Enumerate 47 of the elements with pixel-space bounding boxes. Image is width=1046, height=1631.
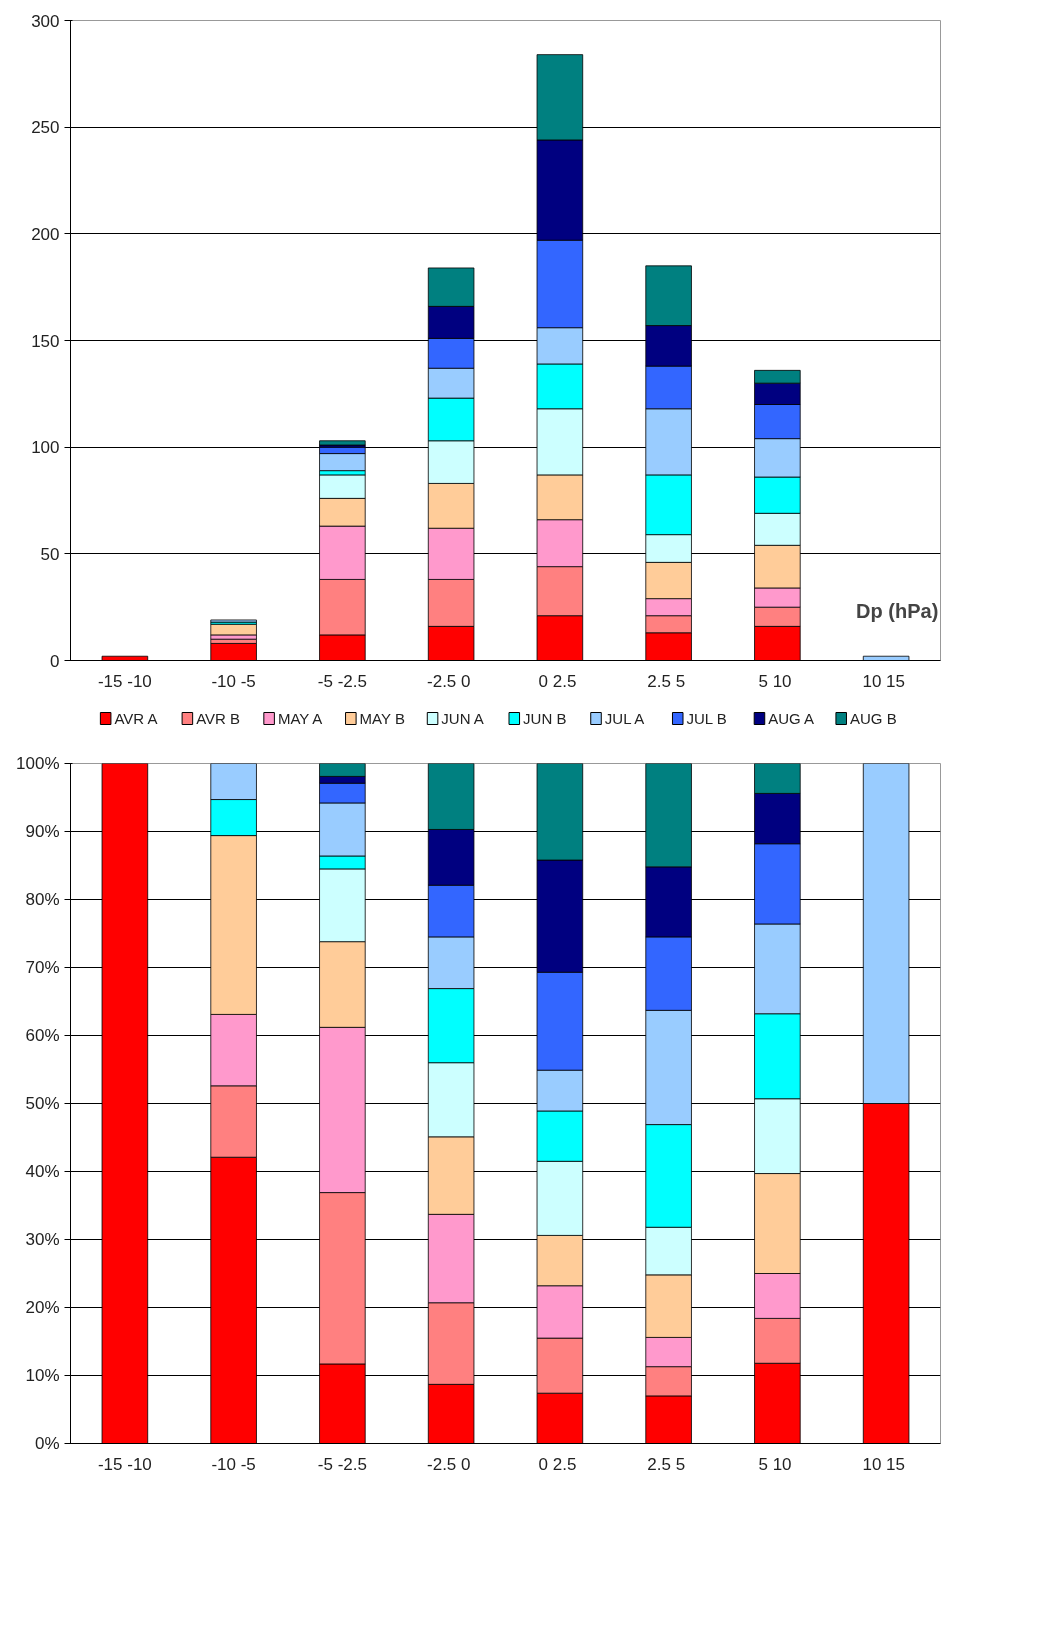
x-tick-label: -5 -2.5 <box>317 671 367 691</box>
x-tick-label: 0 2.5 <box>538 671 577 691</box>
x-tick-label: -15 -10 <box>97 671 152 691</box>
y-tick-label: 100 <box>31 438 60 458</box>
x-tick-label: 5 10 <box>758 1454 792 1474</box>
y-tick-label: 90% <box>25 822 60 841</box>
y-tick-label: 0 <box>50 651 60 671</box>
y-tick-label: 60% <box>25 1026 60 1045</box>
bar <box>319 440 366 446</box>
x-tick-label: 0 2.5 <box>538 1454 577 1474</box>
y-tick-label: 40% <box>25 1162 60 1181</box>
y-tick-label: 300 <box>31 11 60 31</box>
legend-label: MAY A <box>277 710 323 727</box>
legend-label: AVR A <box>114 710 158 727</box>
y-tick-label: 50 <box>40 544 60 564</box>
y-tick-label: 250 <box>31 118 60 138</box>
legend-label: JUN B <box>523 710 567 727</box>
x-tick-label: -10 -5 <box>211 1454 256 1474</box>
x-tick-label: -15 -10 <box>97 1454 152 1474</box>
legend-label: MAY B <box>359 710 405 727</box>
x-tick-label: -2.5 0 <box>427 671 471 691</box>
x-tick-label: 2.5 5 <box>647 1454 686 1474</box>
y-tick-label: 70% <box>25 958 60 977</box>
y-tick-label: 30% <box>25 1230 60 1249</box>
y-tick-label: 80% <box>25 890 60 909</box>
x-tick-label: -2.5 0 <box>427 1454 471 1474</box>
x-axis-title: Dp (hPa) <box>856 600 939 623</box>
x-tick-label: 10 15 <box>862 671 906 691</box>
y-tick-label: 200 <box>31 224 60 244</box>
y-tick-label: 50% <box>25 1094 60 1113</box>
y-tick-label: 10% <box>25 1366 60 1385</box>
x-tick-label: 2.5 5 <box>647 671 686 691</box>
legend-label: JUL B <box>686 710 727 727</box>
legend-label: JUL A <box>604 710 645 727</box>
legend-label: JUN A <box>441 710 484 727</box>
y-tick-label: 100% <box>16 754 60 773</box>
x-tick-label: 5 10 <box>758 671 792 691</box>
y-tick-label: 20% <box>25 1298 60 1317</box>
legend-label: AVR B <box>196 710 241 727</box>
legend-label: AUG A <box>768 710 815 727</box>
x-tick-label: -10 -5 <box>211 671 256 691</box>
bar <box>210 623 257 636</box>
x-tick-label: -5 -2.5 <box>317 1454 367 1474</box>
y-tick-label: 150 <box>31 331 60 351</box>
legend-label: AUG B <box>849 710 897 727</box>
y-tick-label: 0% <box>34 1434 60 1453</box>
x-tick-label: 10 15 <box>862 1454 906 1474</box>
